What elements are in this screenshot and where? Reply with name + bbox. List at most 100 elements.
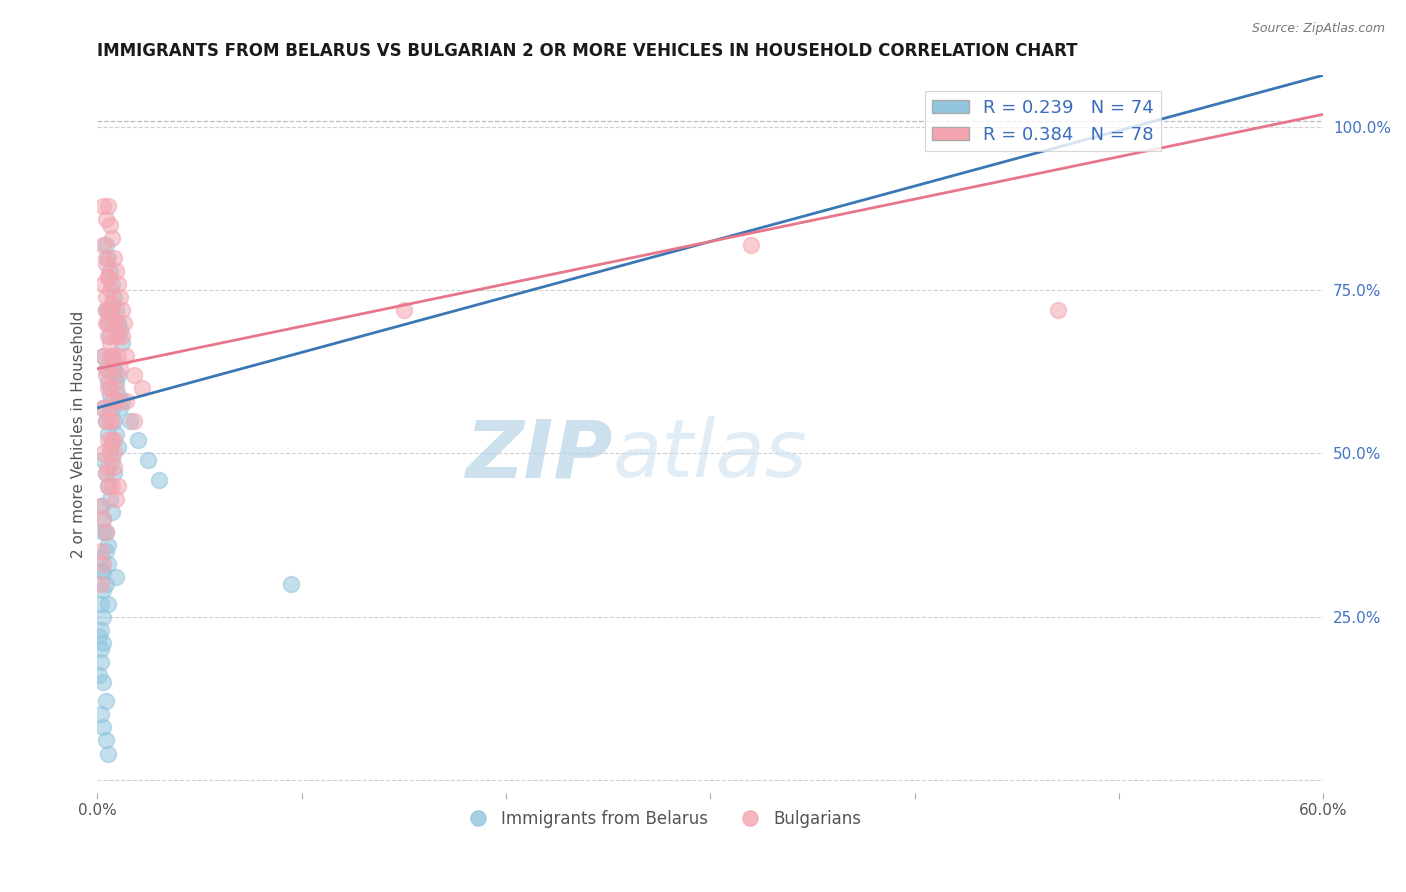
Point (111, 303, 134, 318)
Point (93, 446, 115, 460)
Point (93, 512, 115, 526)
Point (97, 375, 120, 389)
Point (108, 361, 131, 376)
Point (103, 459, 125, 474)
Point (90, 597, 112, 611)
Point (104, 426, 127, 441)
Point (111, 394, 134, 409)
Point (93, 453, 115, 467)
Point (94, 733, 117, 747)
Point (104, 316, 127, 330)
Point (97, 538, 120, 552)
Point (100, 349, 122, 363)
Point (100, 401, 122, 415)
Point (93, 199, 115, 213)
Point (94, 414, 117, 428)
Text: ZIP: ZIP (465, 417, 612, 494)
Point (103, 368, 125, 383)
Point (122, 368, 145, 383)
Point (108, 290, 131, 304)
Point (98, 284, 121, 298)
Point (100, 303, 122, 318)
Point (122, 414, 145, 428)
Point (94, 303, 117, 318)
Point (94, 414, 117, 428)
Point (103, 466, 125, 480)
Point (104, 492, 127, 507)
Point (1046, 303, 1069, 318)
Point (93, 721, 115, 735)
Point (93, 401, 115, 415)
Point (103, 434, 125, 448)
Y-axis label: 2 or more Vehicles in Household: 2 or more Vehicles in Household (72, 310, 86, 558)
Point (98, 446, 121, 460)
Point (97, 434, 120, 448)
Point (98, 440, 121, 454)
Point (94, 368, 117, 383)
Point (98, 349, 121, 363)
Point (97, 479, 120, 493)
Point (94, 290, 117, 304)
Point (90, 544, 112, 558)
Point (93, 349, 115, 363)
Point (98, 401, 121, 415)
Point (94, 316, 117, 330)
Point (100, 414, 122, 428)
Point (94, 251, 117, 265)
Point (93, 524, 115, 539)
Text: IMMIGRANTS FROM BELARUS VS BULGARIAN 2 OR MORE VEHICLES IN HOUSEHOLD CORRELATION: IMMIGRANTS FROM BELARUS VS BULGARIAN 2 O… (97, 42, 1078, 60)
Point (103, 290, 125, 304)
Point (97, 361, 120, 376)
Point (97, 381, 120, 395)
Point (115, 394, 138, 409)
Point (107, 368, 129, 383)
Point (89, 629, 111, 643)
Point (94, 694, 117, 708)
Point (93, 512, 115, 526)
Point (104, 381, 127, 395)
Point (94, 524, 117, 539)
Point (107, 388, 129, 402)
Point (94, 257, 117, 271)
Point (93, 401, 115, 415)
Point (97, 303, 120, 318)
Point (93, 237, 115, 252)
Point (108, 401, 131, 415)
Point (103, 446, 125, 460)
Point (97, 199, 120, 213)
Point (93, 609, 115, 624)
Point (93, 674, 115, 689)
Point (131, 381, 153, 395)
Point (98, 492, 121, 507)
Point (94, 361, 117, 376)
Point (115, 349, 138, 363)
Point (98, 303, 121, 318)
Point (94, 303, 117, 318)
Point (107, 394, 129, 409)
Point (103, 414, 125, 428)
Point (97, 747, 120, 761)
Point (392, 303, 415, 318)
Point (118, 414, 141, 428)
Point (94, 466, 117, 480)
Point (94, 211, 117, 226)
Point (103, 316, 125, 330)
Point (100, 349, 122, 363)
Point (100, 434, 122, 448)
Point (103, 355, 125, 369)
Point (94, 577, 117, 591)
Point (148, 473, 170, 487)
Point (107, 329, 129, 343)
Point (111, 329, 134, 343)
Point (740, 237, 762, 252)
Point (93, 564, 115, 578)
Point (98, 329, 121, 343)
Point (103, 251, 125, 265)
Point (94, 524, 117, 539)
Point (89, 668, 111, 682)
Point (97, 316, 120, 330)
Text: Source: ZipAtlas.com: Source: ZipAtlas.com (1251, 22, 1385, 36)
Point (100, 277, 122, 291)
Point (104, 375, 127, 389)
Point (93, 635, 115, 649)
